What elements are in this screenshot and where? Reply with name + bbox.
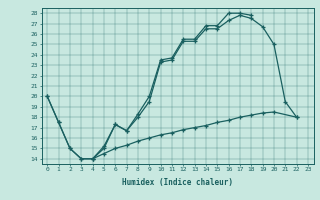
- X-axis label: Humidex (Indice chaleur): Humidex (Indice chaleur): [122, 178, 233, 187]
